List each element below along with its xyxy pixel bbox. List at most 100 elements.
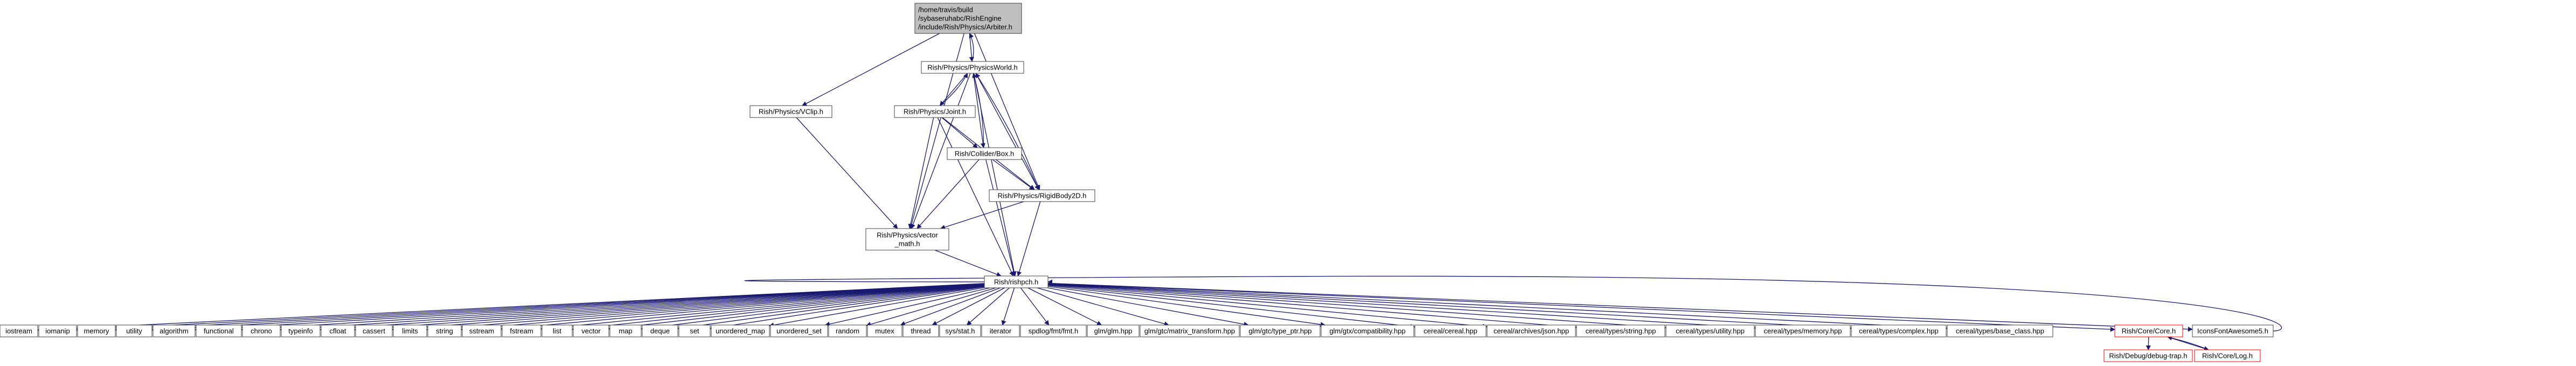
node-box bbox=[1140, 324, 1240, 337]
node-vclip[interactable]: Rish/Physics/VClip.h bbox=[749, 105, 832, 118]
node-box bbox=[1665, 324, 1755, 337]
edge-joint-to-rishpch bbox=[937, 117, 1014, 277]
node-vector[interactable]: vector bbox=[573, 324, 609, 337]
node-chrono[interactable]: chrono bbox=[242, 324, 281, 337]
edge-rishpch-to-typeinfo bbox=[320, 284, 985, 332]
node-typeinfo[interactable]: typeinfo bbox=[281, 324, 321, 337]
node-box bbox=[2192, 324, 2274, 337]
node-label: typeinfo bbox=[288, 327, 313, 335]
node-box bbox=[573, 324, 609, 337]
node-iterator[interactable]: iterator bbox=[981, 324, 1020, 337]
node-fstream[interactable]: fstream bbox=[502, 324, 541, 337]
node-box bbox=[1487, 324, 1576, 337]
node-physicsworld[interactable]: Rish/Physics/PhysicsWorld.h bbox=[921, 61, 1024, 74]
node-mutex[interactable]: mutex bbox=[867, 324, 902, 337]
node-thread[interactable]: thread bbox=[902, 324, 939, 337]
node-label: iomanip bbox=[45, 327, 70, 335]
node-box bbox=[914, 3, 1022, 34]
node-cereal-memory[interactable]: cereal/types/memory.hpp bbox=[1755, 324, 1851, 337]
node-spdlog[interactable]: spdlog/fmt/fmt.h bbox=[1020, 324, 1087, 337]
node-vectormath[interactable]: Rish/Physics/vector_math.h bbox=[865, 228, 949, 251]
node-algorithm[interactable]: algorithm bbox=[152, 324, 196, 337]
node-label: string bbox=[436, 327, 453, 335]
node-cereal-json[interactable]: cereal/archives/json.hpp bbox=[1487, 324, 1576, 337]
node-string[interactable]: string bbox=[427, 324, 462, 337]
edge-rishpch-to-algorithm bbox=[195, 283, 985, 332]
node-rigidbody2d[interactable]: Rish/Physics/RigidBody2D.h bbox=[989, 189, 1095, 202]
node-rishpch[interactable]: Rish/rishpch.h bbox=[984, 275, 1049, 288]
node-label: cereal/types/complex.hpp bbox=[1859, 327, 1938, 335]
node-set[interactable]: set bbox=[678, 324, 711, 337]
edge-corelog-to-corecore bbox=[2167, 335, 2209, 350]
node-label: glm/gtc/type_ptr.hpp bbox=[1248, 327, 1311, 335]
edge-rigidbody2d-to-vectormath bbox=[940, 201, 1024, 230]
node-box bbox=[867, 324, 902, 337]
node-box bbox=[642, 324, 678, 337]
node-cereal-complex[interactable]: cereal/types/complex.hpp bbox=[1851, 324, 1947, 337]
edge-rishpch-to-spdlog bbox=[1020, 287, 1050, 326]
node-joint[interactable]: Rish/Physics/Joint.h bbox=[894, 105, 976, 118]
node-cereal-utility[interactable]: cereal/types/utility.hpp bbox=[1665, 324, 1755, 337]
node-colliderbox[interactable]: Rish/Collider/Box.h bbox=[947, 147, 1022, 160]
edge-rishpch-to-list bbox=[572, 285, 985, 332]
edge-physicsworld-to-arbiter bbox=[969, 33, 974, 62]
node-functional[interactable]: functional bbox=[196, 324, 242, 337]
node-cereal-string[interactable]: cereal/types/string.hpp bbox=[1576, 324, 1665, 337]
node-label: deque bbox=[650, 327, 670, 335]
node-arbiter[interactable]: /home/travis/build/sybaseruhabc/RishEngi… bbox=[914, 3, 1022, 34]
node-label: spdlog/fmt/fmt.h bbox=[1029, 327, 1078, 335]
edge-rishpch-to-cfloat bbox=[354, 284, 985, 332]
node-label: Rish/Debug/debug-trap.h bbox=[2109, 352, 2187, 360]
node-glm-tp[interactable]: glm/gtc/type_ptr.hpp bbox=[1240, 324, 1321, 337]
node-box bbox=[1321, 324, 1414, 337]
node-unordered-set[interactable]: unordered_set bbox=[770, 324, 828, 337]
node-deque[interactable]: deque bbox=[642, 324, 678, 337]
node-sysstat[interactable]: sys/stat.h bbox=[939, 324, 981, 337]
node-box bbox=[981, 324, 1020, 337]
node-label: /include/Rish/Physics/Arbiter.h bbox=[918, 23, 1012, 31]
node-sstream[interactable]: sstream bbox=[462, 324, 502, 337]
node-corecore[interactable]: Rish/Core/Core.h bbox=[2114, 324, 2183, 337]
node-box bbox=[609, 324, 642, 337]
edge-vclip-to-vectormath bbox=[796, 117, 898, 229]
edge-rishpch-to-unordered-map bbox=[769, 287, 985, 328]
node-box bbox=[502, 324, 541, 337]
node-label: map bbox=[619, 327, 632, 335]
node-list[interactable]: list bbox=[541, 324, 573, 337]
node-label: glm/gtc/matrix_transform.hpp bbox=[1144, 327, 1235, 335]
node-utility[interactable]: utility bbox=[116, 324, 152, 337]
node-label: iostream bbox=[5, 327, 32, 335]
node-box bbox=[939, 324, 981, 337]
node-cfloat[interactable]: cfloat bbox=[321, 324, 355, 337]
node-iomanip[interactable]: iomanip bbox=[38, 324, 77, 337]
node-cereal[interactable]: cereal/cereal.hpp bbox=[1414, 324, 1487, 337]
node-glm-mt[interactable]: glm/gtc/matrix_transform.hpp bbox=[1140, 324, 1240, 337]
node-debugtrap[interactable]: Rish/Debug/debug-trap.h bbox=[2103, 349, 2193, 362]
node-box bbox=[828, 324, 867, 337]
node-map[interactable]: map bbox=[609, 324, 642, 337]
node-label: list bbox=[553, 327, 561, 335]
node-unordered-map[interactable]: unordered_map bbox=[711, 324, 770, 337]
node-cassert[interactable]: cassert bbox=[355, 324, 393, 337]
node-glm[interactable]: glm/glm.hpp bbox=[1087, 324, 1140, 337]
edge-colliderbox-to-rishpch bbox=[985, 159, 1016, 277]
edge-colliderbox-to-rigidbody2d bbox=[992, 159, 1034, 190]
node-corelog[interactable]: Rish/Core/Log.h bbox=[2194, 349, 2261, 362]
node-limits[interactable]: limits bbox=[393, 324, 427, 337]
node-memory[interactable]: memory bbox=[77, 324, 116, 337]
node-box bbox=[393, 324, 427, 337]
node-random[interactable]: random bbox=[828, 324, 867, 337]
node-iconsfont[interactable]: IconsFontAwesome5.h bbox=[2192, 324, 2274, 337]
node-box bbox=[2114, 324, 2183, 337]
node-layer: /home/travis/build/sybaseruhabc/RishEngi… bbox=[0, 3, 2274, 362]
edge-rishpch-to-fstream bbox=[540, 285, 985, 332]
edge-rishpch-to-random bbox=[866, 287, 996, 327]
node-cereal-base[interactable]: cereal/types/base_class.hpp bbox=[1947, 324, 2053, 337]
node-glm-compat[interactable]: glm/gtx/compatibility.hpp bbox=[1321, 324, 1414, 337]
node-box bbox=[281, 324, 321, 337]
edge-physicsworld-to-joint bbox=[939, 73, 968, 106]
node-iostream[interactable]: iostream bbox=[0, 324, 38, 337]
node-box bbox=[196, 324, 242, 337]
edge-joint-to-colliderbox bbox=[941, 117, 978, 148]
